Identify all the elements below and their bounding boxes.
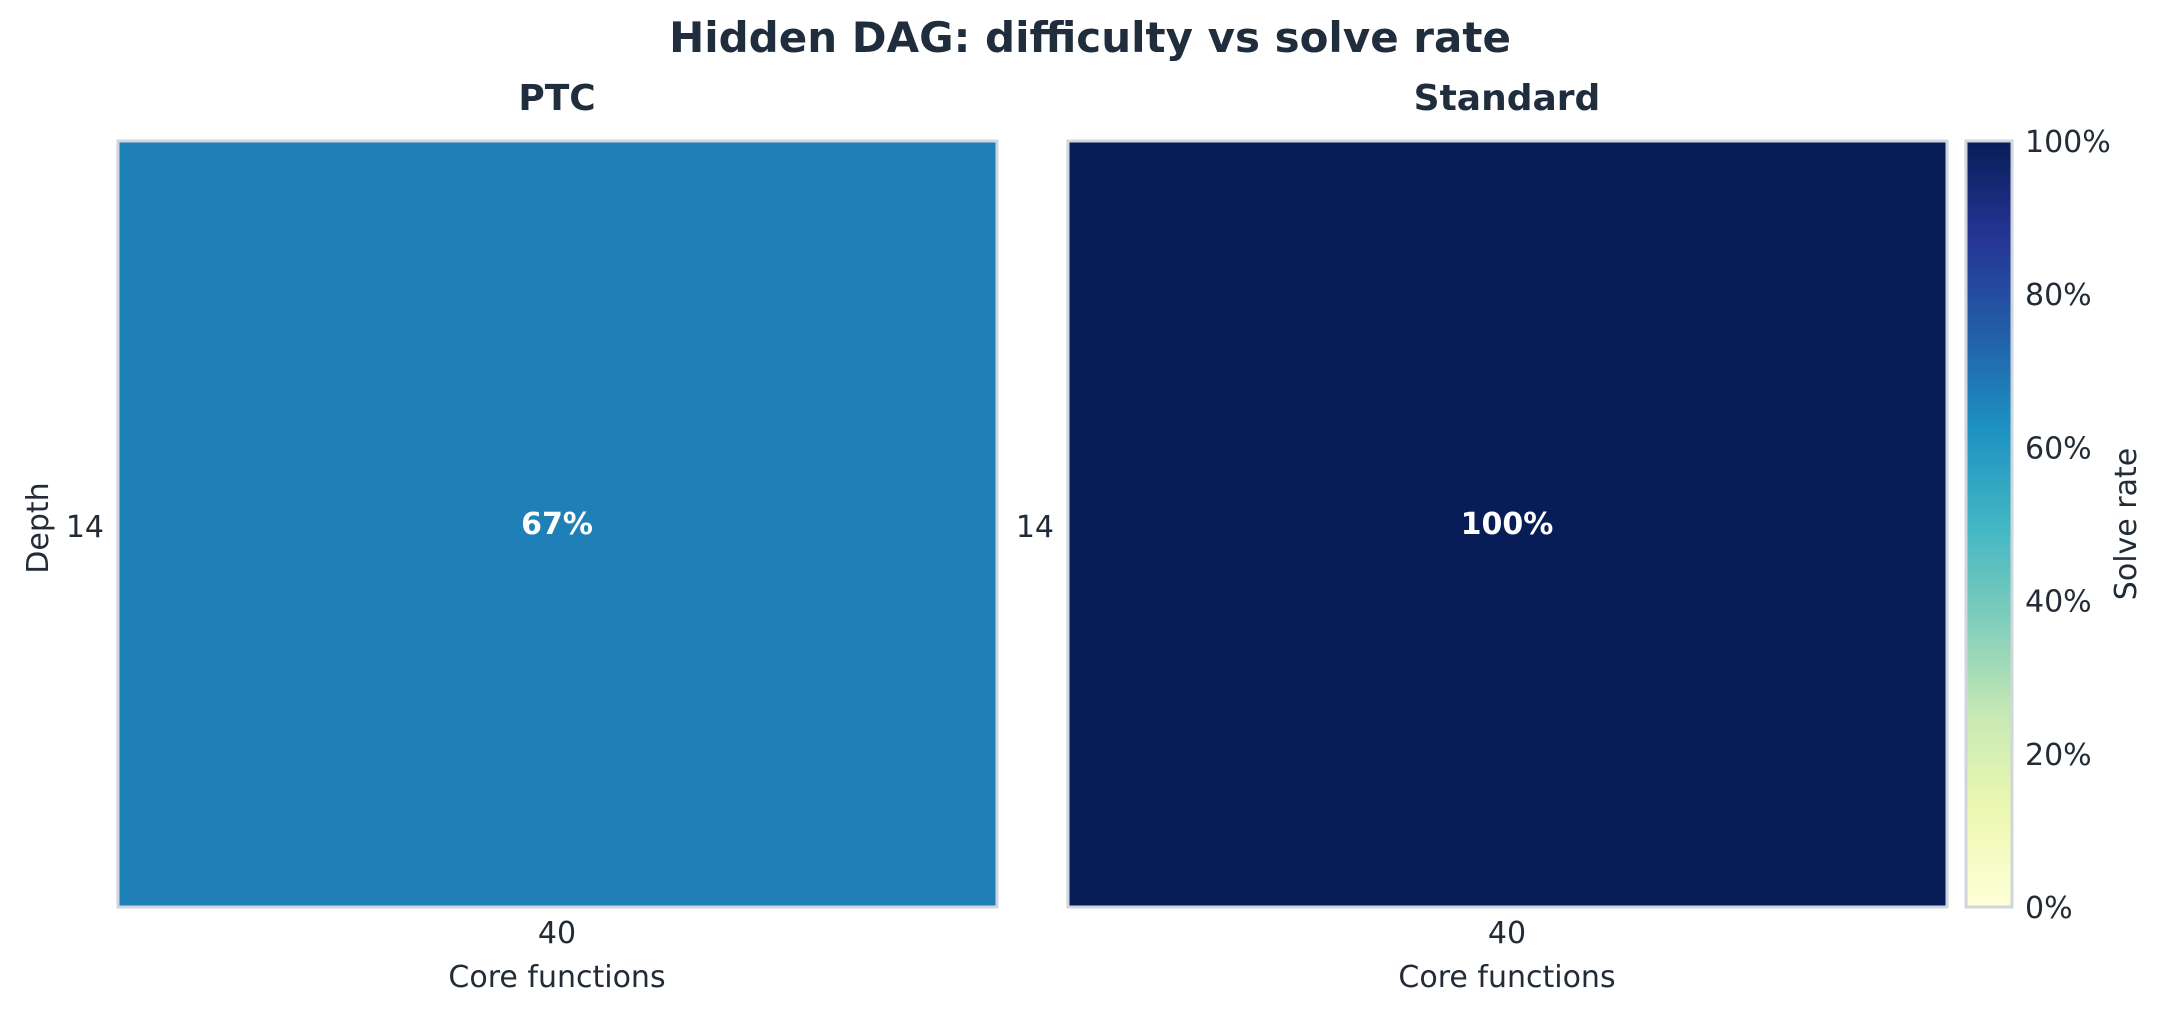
colorbar-tick-label: 60% bbox=[2025, 431, 2092, 466]
colorbar-tick-label: 0% bbox=[2025, 891, 2073, 926]
heatmap-panel-standard: Standard 100% 14 40 Core functions bbox=[1016, 78, 1949, 995]
x-tick-label-standard: 40 bbox=[1488, 916, 1526, 951]
heatmap-cell-ptc bbox=[116, 139, 999, 909]
y-axis-label-ptc: Depth bbox=[21, 482, 56, 573]
heatmap-cell-standard bbox=[1066, 139, 1949, 909]
x-axis-label-ptc: Core functions bbox=[448, 960, 665, 995]
colorbar: Solve rate 0% 20% 40% 60% 80% 100% bbox=[1964, 125, 2144, 926]
cell-value-label-ptc: 67% bbox=[521, 507, 593, 542]
colorbar-tick-label: 20% bbox=[2025, 738, 2092, 773]
x-tick-label-ptc: 40 bbox=[538, 916, 576, 951]
y-tick-label-ptc: 14 bbox=[66, 510, 104, 545]
colorbar-tick-label: 100% bbox=[2025, 125, 2111, 160]
colorbar-tick-label: 40% bbox=[2025, 585, 2092, 620]
y-tick-label-standard: 14 bbox=[1016, 510, 1054, 545]
colorbar-tick-label: 80% bbox=[2025, 278, 2092, 313]
panel-title-ptc: PTC bbox=[518, 78, 595, 119]
x-axis-label-standard: Core functions bbox=[1398, 960, 1615, 995]
panel-title-standard: Standard bbox=[1414, 78, 1601, 119]
heatmap-panel-ptc: PTC 67% 14 40 Core functions Depth bbox=[21, 78, 999, 995]
colorbar-bar bbox=[1964, 139, 2014, 909]
figure-title: Hidden DAG: difficulty vs solve rate bbox=[669, 13, 1511, 62]
colorbar-label: Solve rate bbox=[2109, 448, 2144, 600]
cell-value-label-standard: 100% bbox=[1461, 507, 1554, 542]
